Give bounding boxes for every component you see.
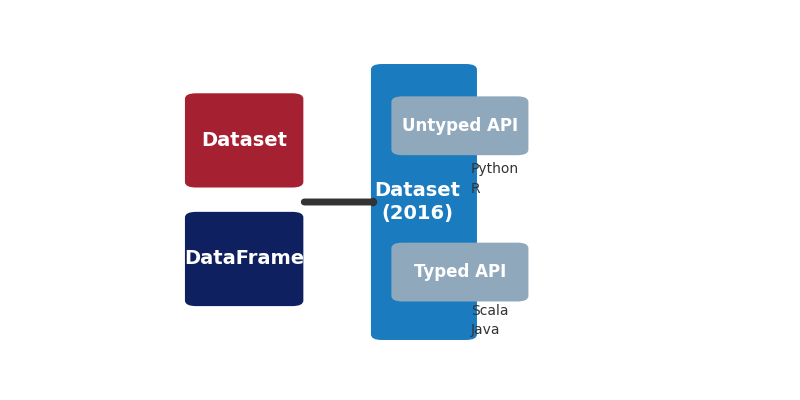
FancyBboxPatch shape: [391, 243, 529, 302]
Text: Typed API: Typed API: [414, 263, 506, 281]
FancyBboxPatch shape: [185, 212, 303, 306]
Text: DataFrame: DataFrame: [184, 250, 304, 268]
FancyBboxPatch shape: [391, 96, 529, 155]
Text: Dataset
(2016): Dataset (2016): [374, 182, 461, 222]
Text: Python
R: Python R: [470, 162, 519, 196]
Text: Untyped API: Untyped API: [402, 117, 518, 135]
Text: Scala
Java: Scala Java: [470, 304, 508, 337]
Text: Dataset: Dataset: [201, 131, 287, 150]
FancyBboxPatch shape: [371, 64, 477, 340]
FancyBboxPatch shape: [185, 93, 303, 188]
